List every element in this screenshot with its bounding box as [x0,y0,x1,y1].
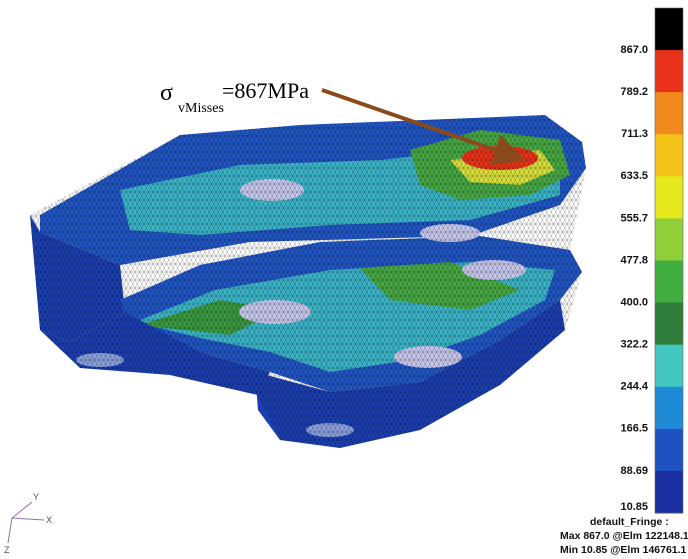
footer-max: Max 867.0 @Elm 122148.1 [560,530,688,542]
footer-min: Min 10.85 @Elm 146761.1 [560,544,687,556]
triad-label: X [46,515,52,525]
triad-axis [12,518,44,520]
legend-label: 633.5 [620,170,648,182]
legend-label: 166.5 [620,423,648,435]
triad-label: Z [4,545,10,555]
legend-swatch [655,134,683,177]
triad-axis [8,518,12,543]
triad-axis [12,502,32,518]
fringe-plot: σ vMisses =867MPa Y X Z default_Fringe :… [0,0,688,559]
model [30,115,586,448]
legend-swatch [655,471,683,514]
legend-label: 88.69 [620,465,648,477]
legend-label: 789.2 [620,86,648,98]
legend-label: 322.2 [620,339,648,351]
legend-swatch [655,387,683,430]
legend-label: 400.0 [620,296,648,308]
legend-label: 711.3 [621,128,648,140]
legend-swatch [655,345,683,388]
legend-swatch [655,176,683,219]
annotation-text: =867MPa [222,78,309,103]
annotation-subscript: vMisses [178,101,224,116]
legend-swatch [655,50,683,93]
legend-swatch [655,261,683,304]
legend-swatch [655,92,683,135]
legend-swatch [655,429,683,472]
legend-swatch [655,218,683,261]
mesh [30,115,586,448]
annotation-symbol: σ [160,80,173,106]
legend: 867.0 789.2 711.3 633.5 555.7 477.8 400.0 322.2… [620,8,683,514]
legend-label: 555.7 [620,212,648,224]
legend-label: 867.0 [620,44,648,56]
triad-label: Y [33,492,39,502]
legend-label: 10.85 [620,501,648,513]
legend-swatch [655,8,683,51]
legend-swatch [655,303,683,346]
triad: Y X Z [4,492,52,555]
legend-label: 477.8 [620,254,648,266]
legend-label: 244.4 [620,381,648,393]
footer-title: default_Fringe : [590,516,669,528]
